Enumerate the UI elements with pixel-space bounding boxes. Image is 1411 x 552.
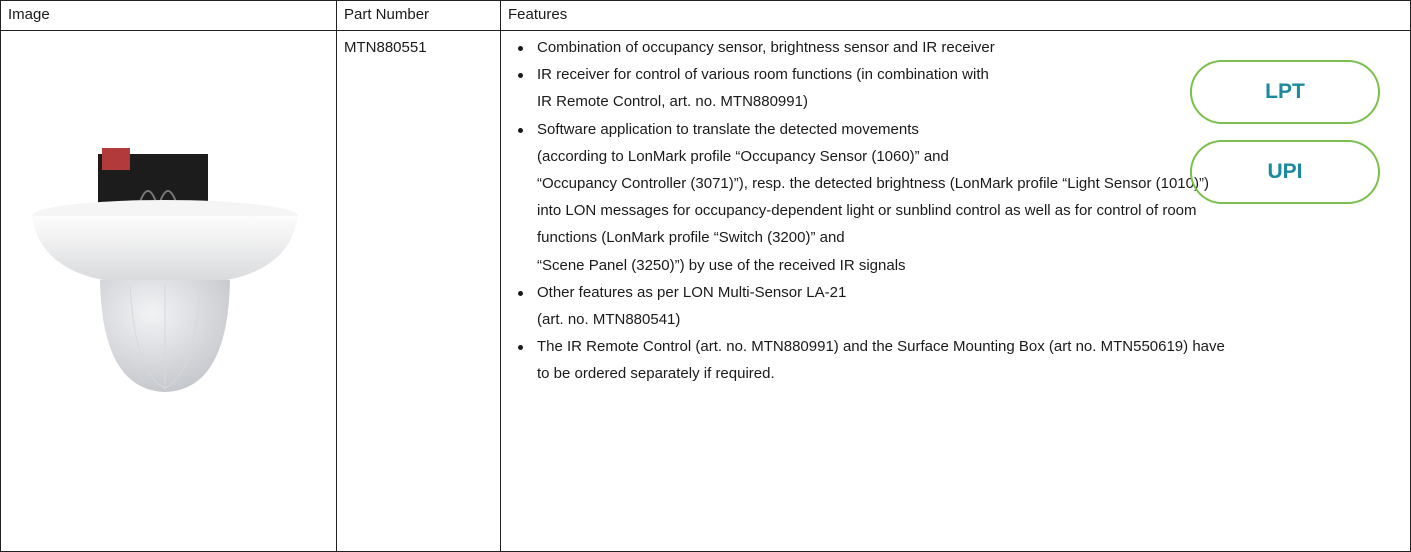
border — [0, 30, 1411, 31]
feature-line: functions (LonMark profile “Switch (3200… — [537, 229, 845, 247]
bullet — [518, 46, 523, 51]
badge: UPI — [1190, 140, 1380, 204]
header-cell: Features — [508, 6, 568, 23]
feature-line: into LON messages for occupancy-dependen… — [537, 202, 1197, 220]
header-cell: Part Number — [344, 6, 430, 23]
feature-line: The IR Remote Control (art. no. MTN88099… — [537, 338, 1225, 356]
bullet — [518, 345, 523, 351]
feature-line: IR receiver for control of various room … — [537, 66, 989, 84]
bullet — [518, 290, 523, 296]
border — [500, 0, 501, 552]
bullet — [518, 73, 523, 79]
header-cell: Image — [8, 6, 50, 23]
feature-line: to be ordered separately if required. — [537, 365, 775, 383]
border — [336, 0, 337, 552]
feature-line: (art. no. MTN880541) — [537, 311, 681, 328]
feature-line: IR Remote Control, art. no. MTN880991) — [537, 93, 808, 111]
badge: LPT — [1190, 60, 1380, 124]
feature-line: Combination of occupancy sensor, brightn… — [537, 39, 995, 56]
feature-line: Software application to translate the de… — [537, 120, 919, 138]
border — [0, 0, 1, 552]
feature-line: “Scene Panel (3250)”) by use of the rece… — [537, 256, 906, 274]
product-image — [32, 148, 298, 392]
border — [0, 0, 1411, 1]
feature-line: (according to LonMark profile “Occupancy… — [537, 147, 949, 165]
bullet — [518, 127, 523, 133]
feature-line: Other features as per LON Multi-Sensor L… — [537, 283, 847, 301]
feature-line: “Occupancy Controller (3071)”), resp. th… — [537, 175, 1209, 192]
part-number: MTN880551 — [344, 39, 427, 56]
